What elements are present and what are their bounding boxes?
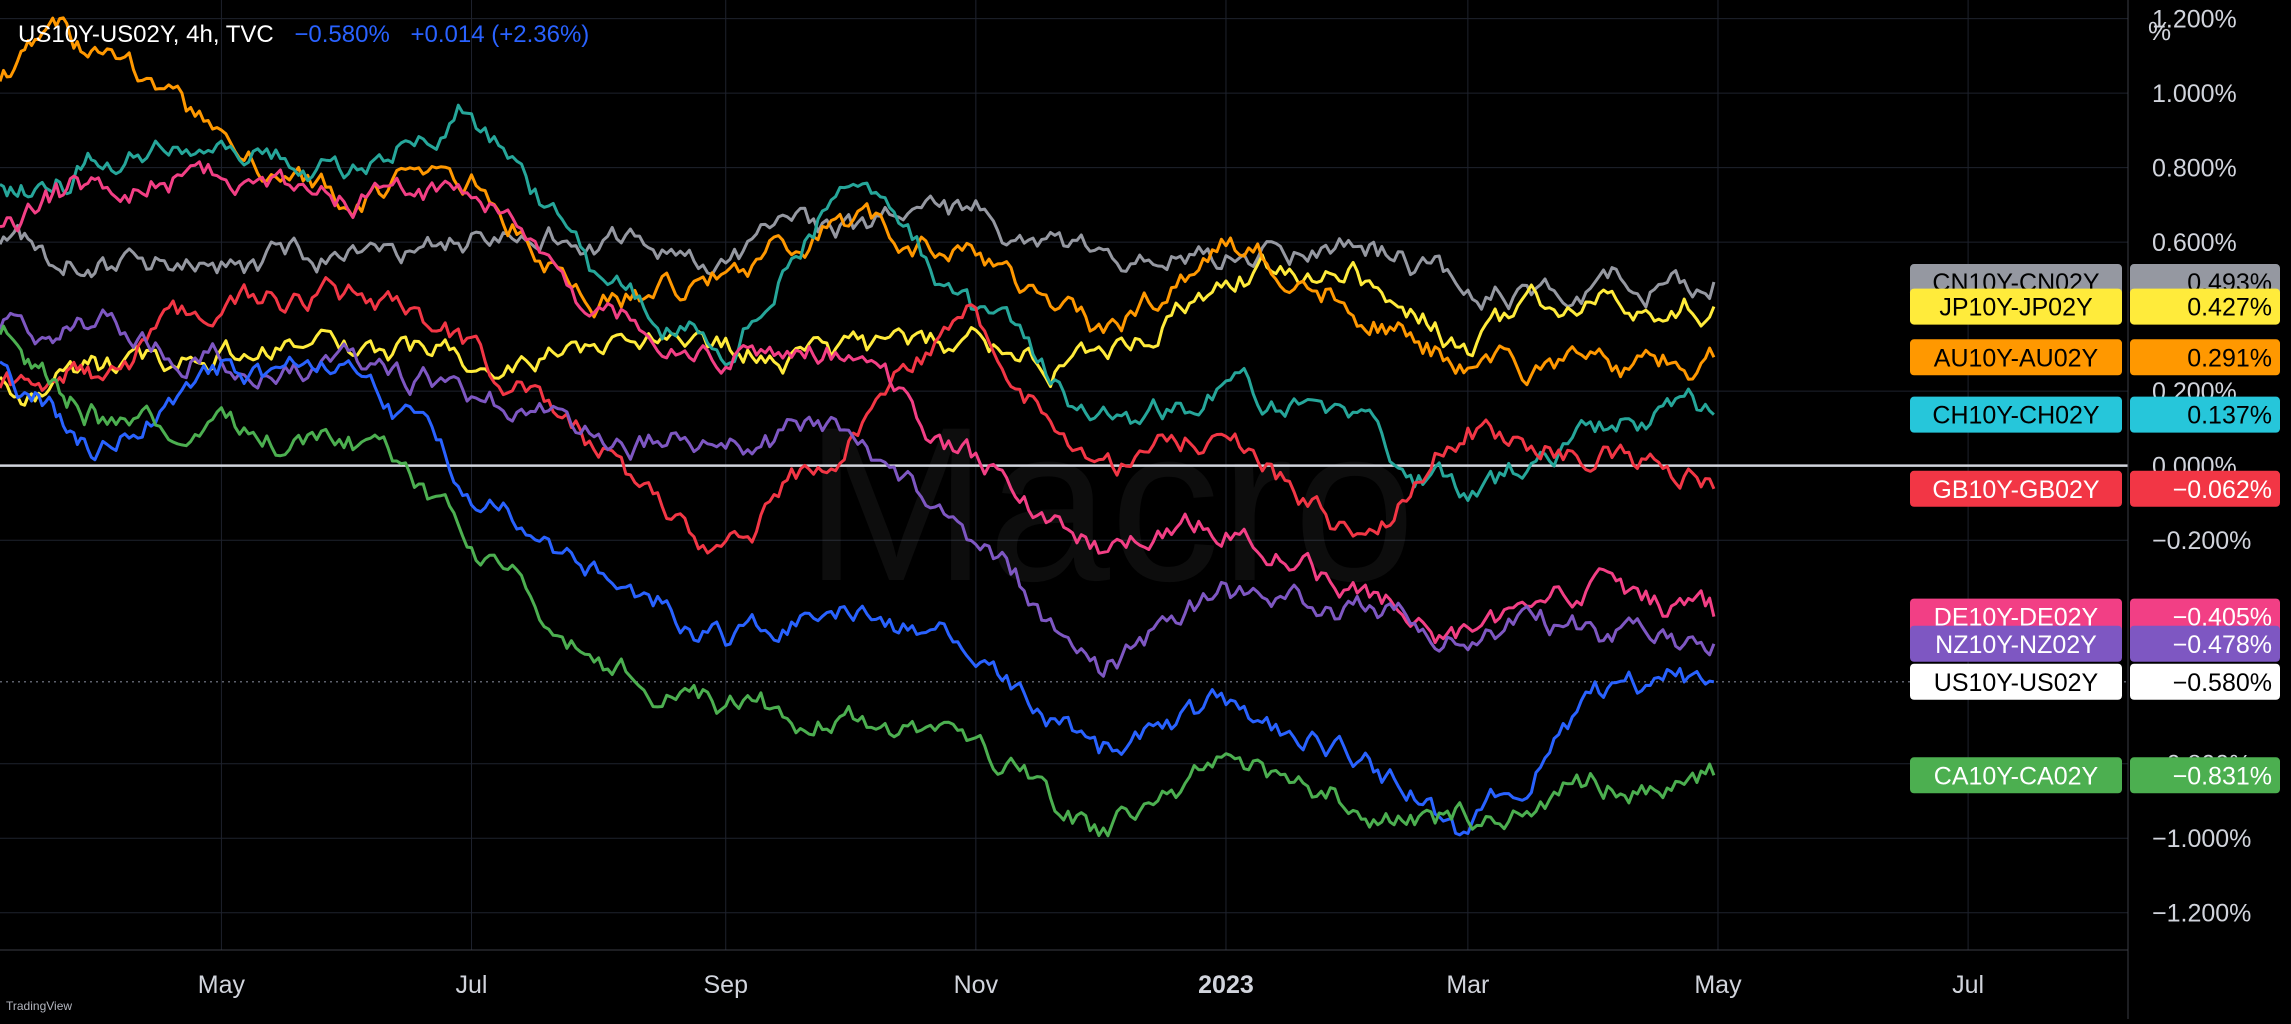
series-value-tag — [2130, 663, 2280, 700]
series-line — [0, 103, 1715, 502]
series-last-value: 0.427% — [2187, 294, 2272, 322]
series-name-tag — [1910, 288, 2122, 325]
series-last-value: 0.137% — [2187, 402, 2272, 430]
series-line — [0, 253, 1716, 407]
series-name: US10Y-US02Y — [1934, 669, 2099, 697]
header-symbol: US10Y-US02Y, 4h, TVC — [18, 21, 274, 48]
series-line — [0, 194, 1716, 311]
series-label: JP10Y-JP02Y 0.427% — [1910, 288, 2280, 325]
series-last-value: 0.291% — [2187, 344, 2272, 372]
zero-line-layer — [0, 464, 2128, 683]
series-last-value: −0.831% — [2173, 762, 2272, 790]
series-line — [0, 160, 1716, 645]
series-label: GB10Y-GB02Y −0.062% — [1910, 470, 2280, 507]
y-tick-label: 1.200% — [2152, 6, 2237, 34]
series-name-tag — [1910, 663, 2122, 700]
x-tick-label: 2023 — [1198, 971, 1254, 999]
series-name: CA10Y-CA02Y — [1934, 762, 2099, 790]
series-name-tag — [1910, 757, 2122, 794]
series-line — [0, 324, 1716, 838]
series-name-tag — [1910, 470, 2122, 507]
series-label: CA10Y-CA02Y −0.831% — [1910, 757, 2280, 794]
y-tick-label: −1.000% — [2152, 825, 2251, 853]
x-tick-label: Mar — [1446, 971, 1489, 999]
y-unit-label: % — [2148, 16, 2171, 46]
y-tick-label: −0.200% — [2152, 527, 2251, 555]
series-name: GB10Y-GB02Y — [1932, 476, 2100, 504]
series-name-tag — [1910, 625, 2122, 662]
series-value-tag — [2130, 598, 2280, 635]
series-label: US10Y-US02Y −0.580% — [1910, 663, 2280, 700]
series-last-value: −0.580% — [2173, 669, 2272, 697]
series-value-tag — [2130, 757, 2280, 794]
y-tick-label: 0.800% — [2152, 155, 2237, 183]
y-tick-label: 0.600% — [2152, 229, 2237, 257]
series-name: NZ10Y-NZ02Y — [1935, 631, 2097, 659]
y-tick-label: 1.000% — [2152, 80, 2237, 108]
series-value-tag — [2130, 339, 2280, 376]
x-tick-label: Jul — [456, 971, 488, 999]
x-axis: May Jul Sep Nov 2023 Mar May Jul — [198, 971, 1984, 999]
header-last-value: −0.580% — [294, 21, 389, 48]
x-tick-label: Sep — [703, 971, 747, 999]
footer-brand: TradingView — [6, 999, 72, 1013]
series-value-tag — [2130, 396, 2280, 433]
series-label: CH10Y-CH02Y 0.137% — [1910, 396, 2280, 433]
series-value-tag — [2130, 625, 2280, 662]
x-tick-label: May — [1694, 971, 1742, 999]
x-tick-label: Nov — [954, 971, 999, 999]
series-name-tag — [1910, 396, 2122, 433]
series-name-tag — [1910, 598, 2122, 635]
series-line — [0, 355, 1715, 837]
header-change: +0.014 (+2.36%) — [410, 21, 589, 48]
chart-header: US10Y-US02Y, 4h, TVC −0.580% +0.014 (+2.… — [18, 21, 589, 48]
watermark: Macro — [804, 381, 1415, 627]
series-last-value: −0.062% — [2173, 476, 2272, 504]
series-name: AU10Y-AU02Y — [1934, 344, 2099, 372]
series-line — [0, 276, 1716, 555]
series-layer — [0, 16, 1716, 838]
series-value-tag — [2130, 288, 2280, 325]
x-tick-label: May — [198, 971, 246, 999]
series-name-tag — [1910, 339, 2122, 376]
last-value-labels: CN10Y-CN02Y 0.493%JP10Y-JP02Y 0.427%AU10Y-… — [1910, 264, 2280, 794]
y-tick-label: −1.200% — [2152, 900, 2251, 928]
x-tick-label: Jul — [1952, 971, 1984, 999]
series-last-value: −0.478% — [2173, 631, 2272, 659]
series-name: JP10Y-JP02Y — [1939, 294, 2093, 322]
series-name: CH10Y-CH02Y — [1932, 402, 2100, 430]
series-label: AU10Y-AU02Y 0.291% — [1910, 339, 2280, 376]
series-value-tag — [2130, 470, 2280, 507]
series-label: NZ10Y-NZ02Y −0.478% — [1910, 625, 2280, 662]
